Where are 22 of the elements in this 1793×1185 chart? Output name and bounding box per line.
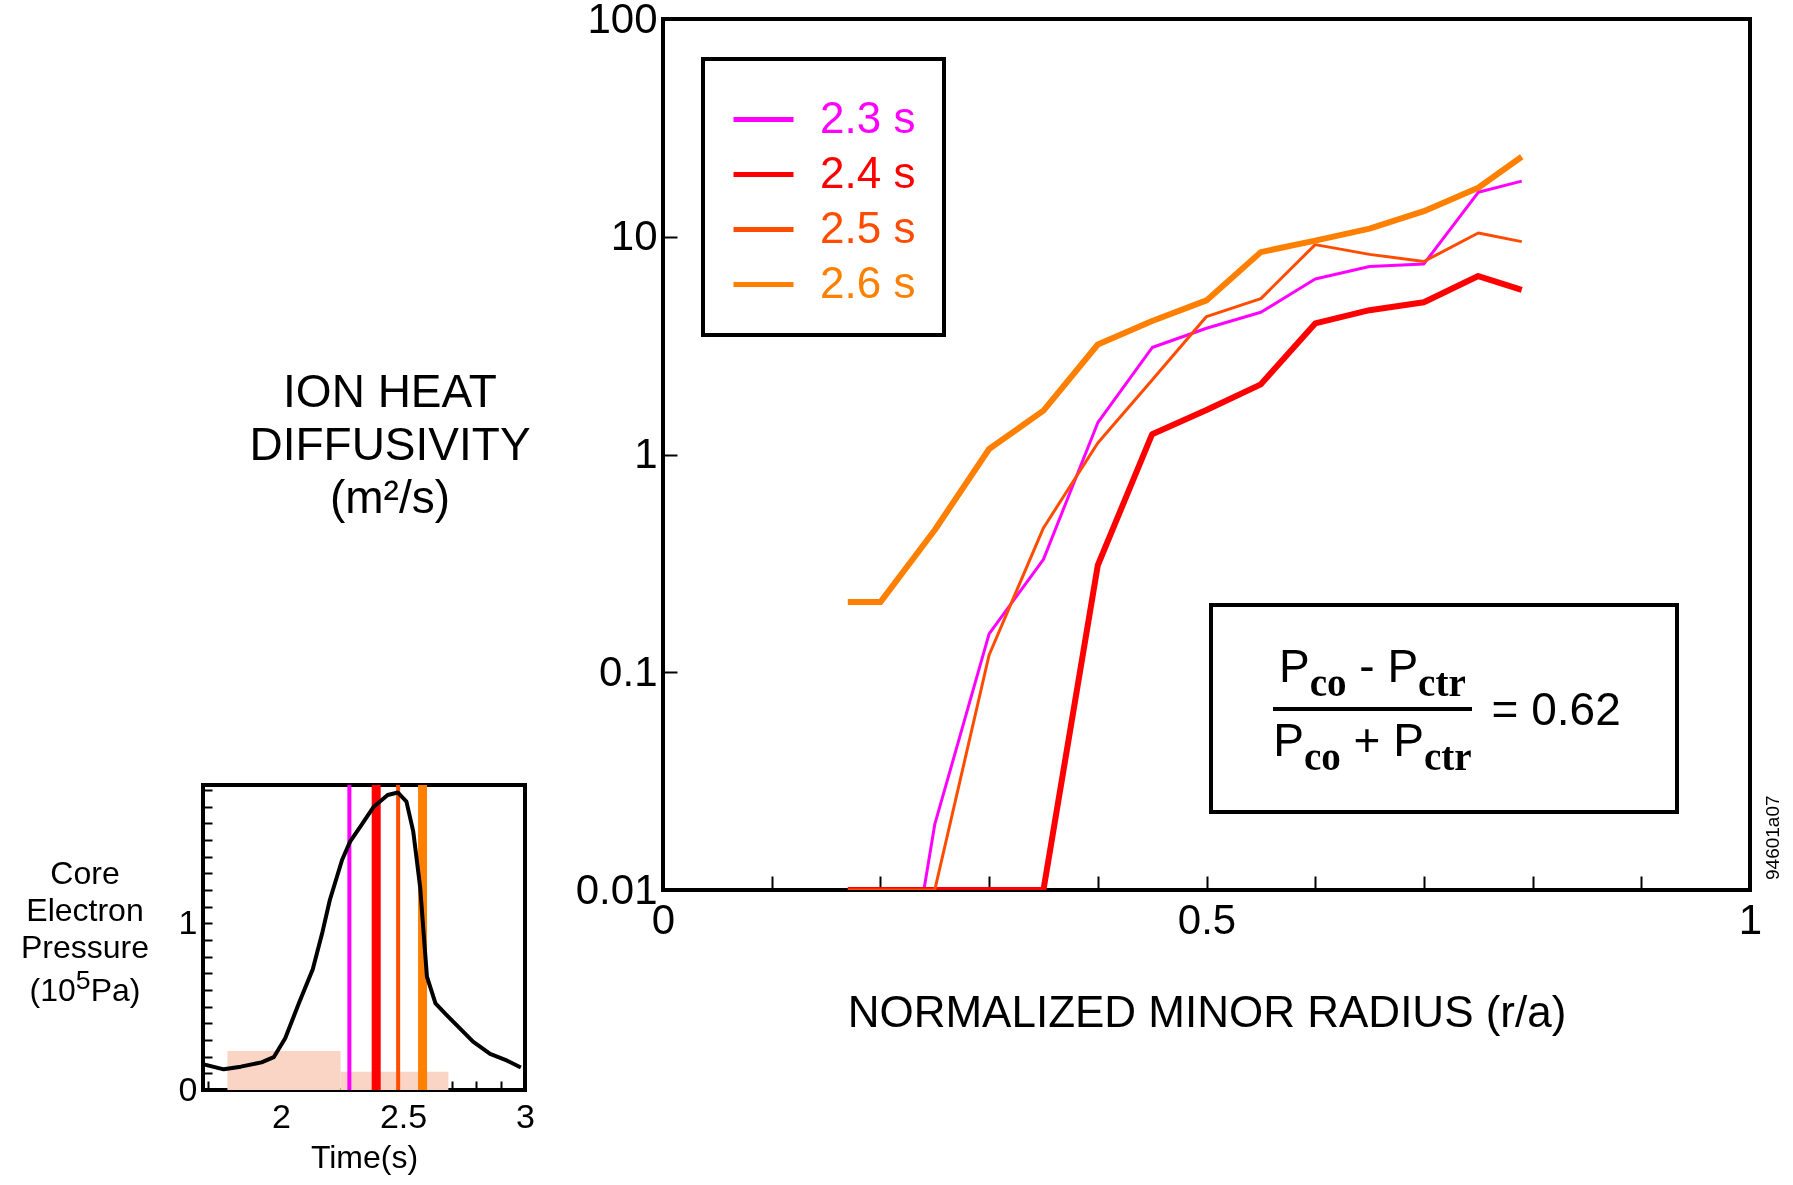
- x-axis-title: Time(s): [310, 1138, 419, 1175]
- x-tick-label: 1: [1738, 895, 1763, 943]
- legend-label: 2.5 s: [820, 202, 916, 252]
- y-tick-label: 1: [634, 430, 658, 477]
- y-axis-title: Core Electron Pressure (10$^{5}$Pa): [19, 855, 150, 1009]
- text: 94601a07: [1762, 795, 1784, 880]
- y-axis-title: ION HEAT DIFFUSIVITY (m²/s): [248, 365, 532, 524]
- x-tick-label: 3: [516, 1096, 535, 1135]
- annotation: P$_{co}$ + P$_{ctr}$: [1272, 712, 1473, 779]
- legend-label: 2.3 s: [820, 92, 916, 142]
- legend-label: 2.6 s: [820, 257, 916, 307]
- line-series: [922, 179, 1524, 890]
- y-tick-label: 10: [610, 212, 658, 260]
- y-tick-label: 100: [587, 0, 658, 42]
- legend-label: 2.4 s: [820, 147, 916, 197]
- x-tick-label: 2.5: [379, 1096, 428, 1135]
- x-tick-label: 2: [272, 1096, 292, 1135]
- annotation: P$_{co}$ - P$_{ctr}$: [1272, 638, 1472, 711]
- x-tick-label: 0.5: [1177, 895, 1237, 943]
- x-axis-title: NORMALIZED MINOR RADIUS (r/a): [847, 986, 1567, 1036]
- y-tick-label: 0.1: [599, 647, 658, 695]
- annotation: = 0.62: [1491, 681, 1621, 736]
